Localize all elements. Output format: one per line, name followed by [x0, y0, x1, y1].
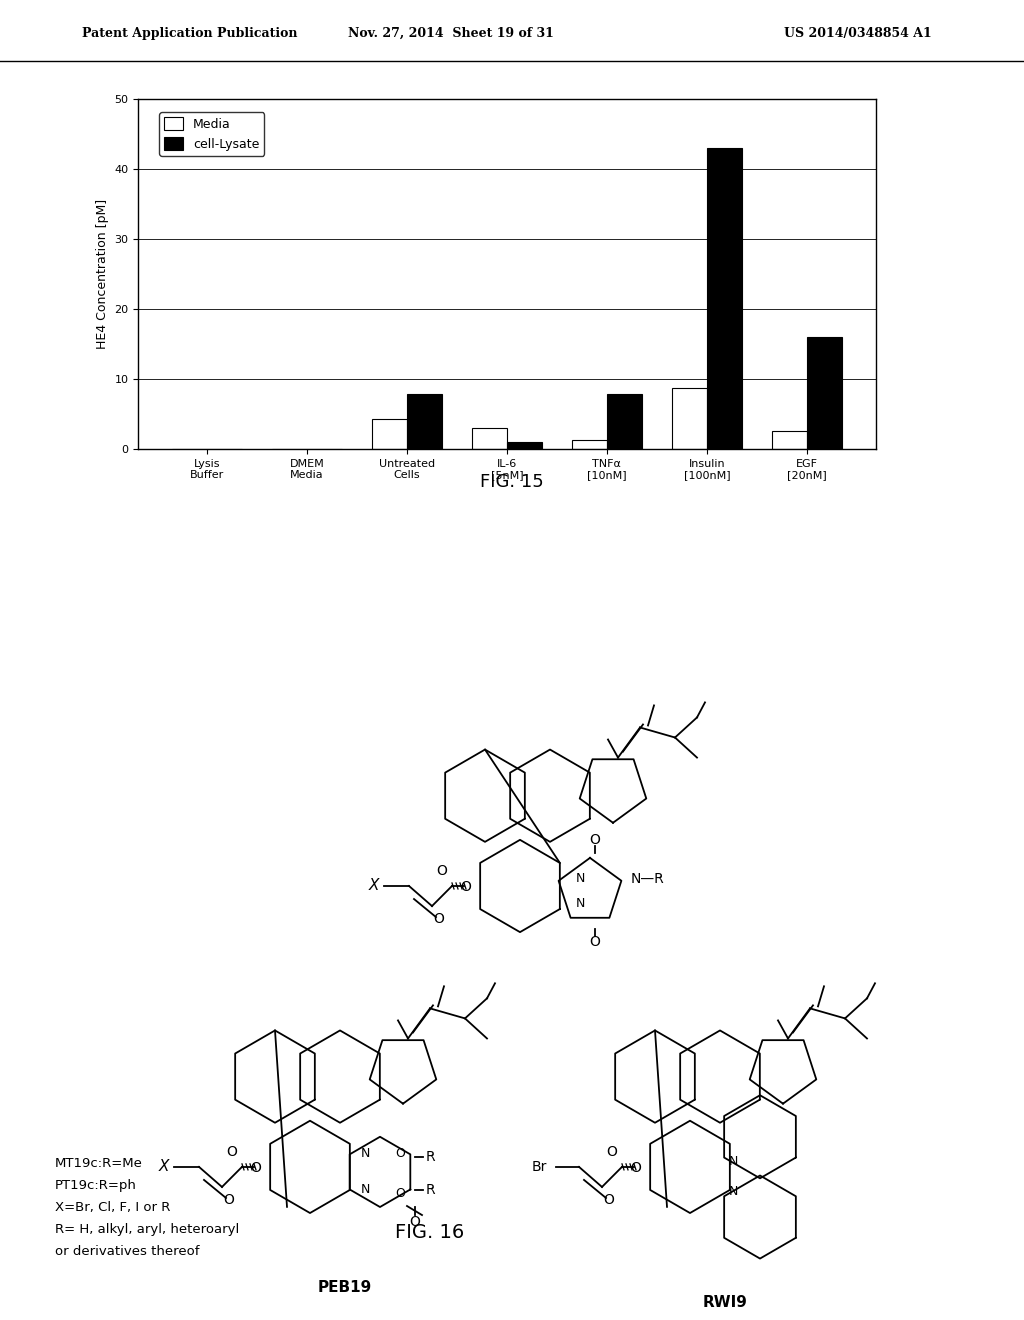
Text: O: O	[603, 1193, 614, 1206]
Text: O: O	[251, 1160, 261, 1175]
Text: O: O	[461, 880, 471, 894]
Text: Nov. 27, 2014  Sheet 19 of 31: Nov. 27, 2014 Sheet 19 of 31	[347, 26, 554, 40]
Bar	[472, 428, 507, 449]
Text: N: N	[360, 1147, 370, 1160]
Y-axis label: HE4 Concentration [pM]: HE4 Concentration [pM]	[96, 199, 109, 348]
Text: O: O	[606, 1144, 617, 1159]
Text: N—R: N—R	[631, 873, 665, 886]
Text: O: O	[590, 935, 600, 949]
Text: R: R	[425, 1183, 435, 1197]
Text: X: X	[369, 879, 379, 894]
Text: O: O	[226, 1144, 238, 1159]
Bar	[707, 148, 742, 449]
Text: RWI9: RWI9	[702, 1295, 748, 1309]
Legend: Media, cell-Lysate: Media, cell-Lysate	[160, 112, 264, 156]
Text: FIG. 16: FIG. 16	[395, 1222, 465, 1242]
Text: O: O	[590, 833, 600, 847]
Text: N: N	[728, 1185, 737, 1199]
Text: N: N	[575, 873, 585, 886]
Text: US 2014/0348854 A1: US 2014/0348854 A1	[784, 26, 932, 40]
Bar	[672, 388, 707, 449]
Bar	[772, 432, 807, 449]
Text: X: X	[159, 1159, 169, 1175]
Text: PT19c:R=ph: PT19c:R=ph	[55, 1179, 137, 1192]
Text: FIG. 15: FIG. 15	[480, 473, 544, 491]
Text: R= H, alkyl, aryl, heteroaryl: R= H, alkyl, aryl, heteroaryl	[55, 1224, 240, 1236]
Text: O: O	[436, 863, 447, 878]
Text: O: O	[395, 1188, 404, 1200]
Bar	[572, 440, 607, 449]
Text: N: N	[728, 1155, 737, 1168]
Text: or derivatives thereof: or derivatives thereof	[55, 1245, 200, 1258]
Text: Br: Br	[531, 1160, 547, 1173]
Text: O: O	[631, 1160, 641, 1175]
Text: X=Br, Cl, F, I or R: X=Br, Cl, F, I or R	[55, 1201, 170, 1214]
Bar	[607, 395, 642, 449]
Text: O: O	[223, 1193, 234, 1206]
Text: R: R	[425, 1150, 435, 1164]
Text: Patent Application Publication: Patent Application Publication	[82, 26, 297, 40]
Bar	[407, 395, 441, 449]
Bar	[372, 418, 407, 449]
Text: O: O	[395, 1147, 404, 1160]
Text: MT19c:R=Me: MT19c:R=Me	[55, 1156, 143, 1170]
Text: N: N	[575, 896, 585, 909]
Text: O: O	[410, 1214, 421, 1229]
Bar	[507, 442, 542, 449]
Text: PEB19: PEB19	[317, 1280, 372, 1295]
Text: O: O	[433, 912, 444, 927]
Bar	[807, 337, 842, 449]
Text: N: N	[360, 1184, 370, 1196]
